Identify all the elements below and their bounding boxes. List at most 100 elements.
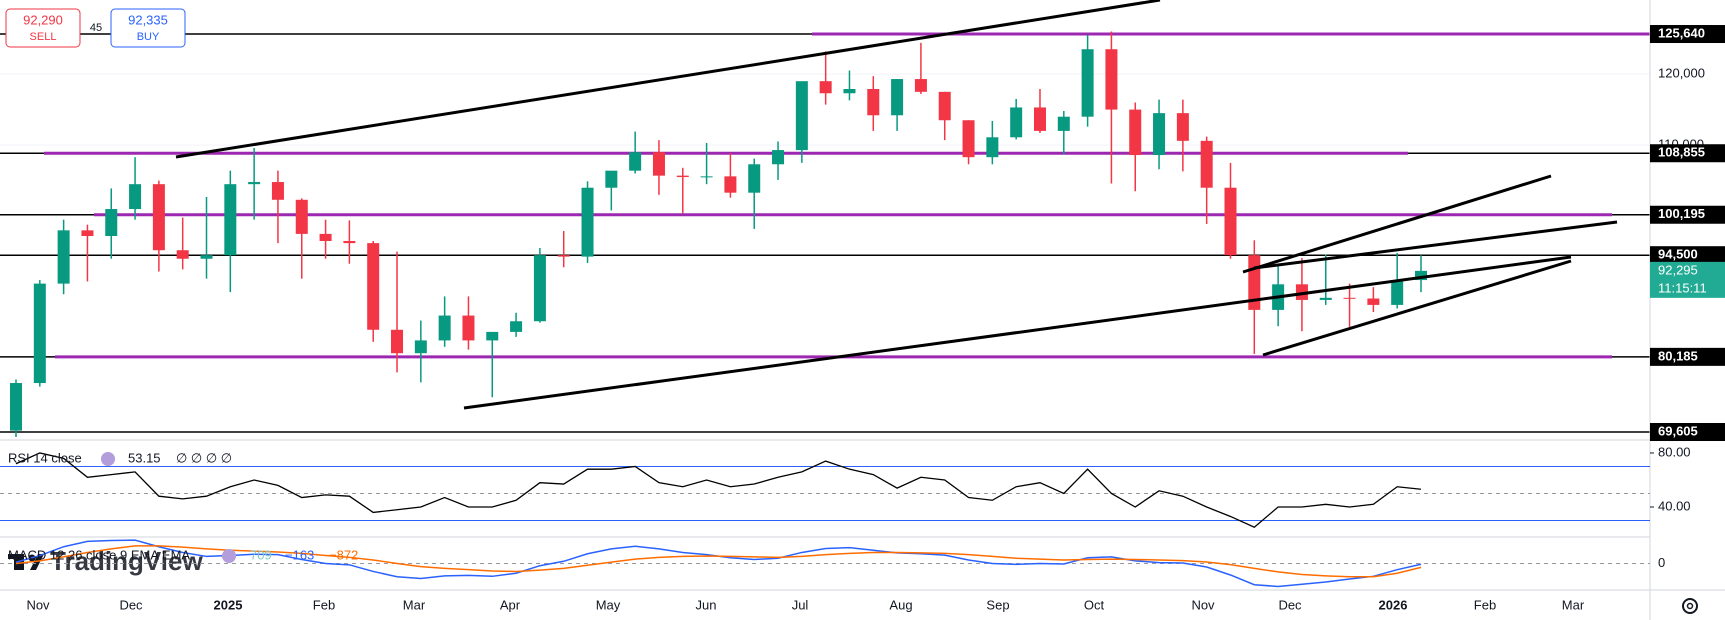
trade-buttons: 92,290 SELL 45 92,335 BUY [5, 8, 186, 48]
x-tick-label: Dec [119, 597, 143, 612]
candle-body [510, 321, 523, 332]
candle-body [200, 255, 213, 259]
y-tick-label: 120,000 [1658, 66, 1705, 81]
x-tick-label: 2025 [214, 597, 243, 612]
x-tick-label: Mar [1562, 597, 1585, 612]
candle-body [748, 164, 761, 193]
trend-line [1262, 259, 1572, 357]
x-tick-label: Sep [986, 597, 1009, 612]
trend-lines [175, 0, 1618, 410]
x-tick-label: Oct [1084, 597, 1105, 612]
macd-series-value: −163 [285, 547, 314, 562]
candle-body [1081, 49, 1094, 117]
trend-line [175, 0, 1161, 159]
buy-label: BUY [137, 31, 160, 43]
sell-price: 92,290 [23, 12, 63, 27]
level-tag [1650, 25, 1725, 44]
candle-body [1129, 109, 1142, 156]
candle-body [1319, 297, 1332, 300]
level-tag-label: 69,605 [1658, 423, 1698, 438]
last-price-tag [1650, 261, 1725, 298]
x-tick-label: Dec [1278, 597, 1302, 612]
candle-body [795, 81, 808, 151]
rsi-tick-label: 80.00 [1658, 444, 1691, 459]
candle-body [414, 340, 427, 354]
level-tag [1650, 144, 1725, 163]
x-tick-label: Nov [1191, 597, 1215, 612]
candle-body [843, 88, 856, 94]
level-tag-label: 125,640 [1658, 25, 1705, 40]
candle-body [938, 91, 951, 121]
candle-body [33, 283, 46, 384]
candle-body [700, 176, 713, 178]
trend-line [1242, 174, 1552, 274]
gear[interactable] [1682, 598, 1698, 614]
candle-body [1105, 49, 1118, 110]
level-tag [1650, 205, 1725, 224]
candle-body [248, 182, 261, 185]
x-tick-label: Aug [889, 597, 912, 612]
logo-mark [8, 554, 18, 559]
candle-body [819, 81, 832, 94]
candle-body [1200, 140, 1213, 188]
rsi-extras: ∅ ∅ ∅ ∅ [176, 450, 232, 465]
sell-label: SELL [30, 31, 57, 43]
candle-body [1033, 107, 1046, 131]
level-tag [1650, 246, 1725, 265]
candle-body [224, 184, 237, 256]
candle-body [629, 152, 642, 171]
x-tick-label: Feb [313, 597, 335, 612]
candle-body [986, 137, 999, 158]
candle-body [867, 88, 880, 116]
candle-body [581, 187, 594, 257]
visibility-icon [101, 452, 115, 466]
rsi-line [15, 452, 1422, 529]
countdown-label: 11:15:11 [1658, 280, 1707, 295]
candle-body [1343, 297, 1356, 299]
candle-body [391, 329, 404, 354]
level-tag-label: 108,855 [1658, 145, 1705, 160]
candle-body [533, 255, 546, 322]
candle-body [295, 199, 308, 234]
macd-tick-label: 0 [1658, 555, 1665, 570]
candle-body [129, 184, 142, 210]
rsi-title: RSI 14 close [8, 450, 82, 465]
last-price-label: 92,295 [1658, 262, 1698, 277]
level-tag [1650, 347, 1725, 366]
candle-body [486, 331, 499, 341]
candle-body [10, 383, 22, 431]
trend-line [463, 255, 1572, 410]
candle-body [1224, 187, 1237, 256]
candle-body [271, 182, 284, 200]
level-tag-label: 100,195 [1658, 206, 1705, 221]
candle-body [891, 79, 904, 116]
gear-hub [1686, 602, 1694, 610]
x-tick-label: Jul [792, 597, 809, 612]
candle-body [724, 176, 737, 193]
settings-icon[interactable] [1682, 598, 1698, 614]
candle-body [1367, 298, 1380, 305]
level-tag-label: 80,185 [1658, 348, 1698, 363]
buy-button[interactable] [110, 8, 186, 48]
candle-body [367, 243, 380, 330]
sell-button[interactable] [5, 8, 81, 48]
candle-body [605, 170, 618, 188]
x-tick-label: Apr [500, 597, 521, 612]
macd-series-value: −872 [329, 547, 358, 562]
candle-body [557, 255, 570, 257]
x-tick-label: Jun [696, 597, 717, 612]
spread: 45 [90, 22, 102, 34]
trend-line [1253, 220, 1618, 270]
candle-body [438, 315, 451, 341]
candle-body [57, 230, 70, 284]
candle-body [105, 209, 118, 237]
candle-body [152, 184, 165, 251]
candle-body [676, 175, 689, 178]
candle-body [81, 230, 94, 237]
candle-body [462, 315, 475, 341]
candle-body [1391, 280, 1404, 305]
x-tick-label: 2026 [1379, 597, 1408, 612]
macd-title: MACD 12 26 close 9 EMA EMA [8, 547, 190, 562]
